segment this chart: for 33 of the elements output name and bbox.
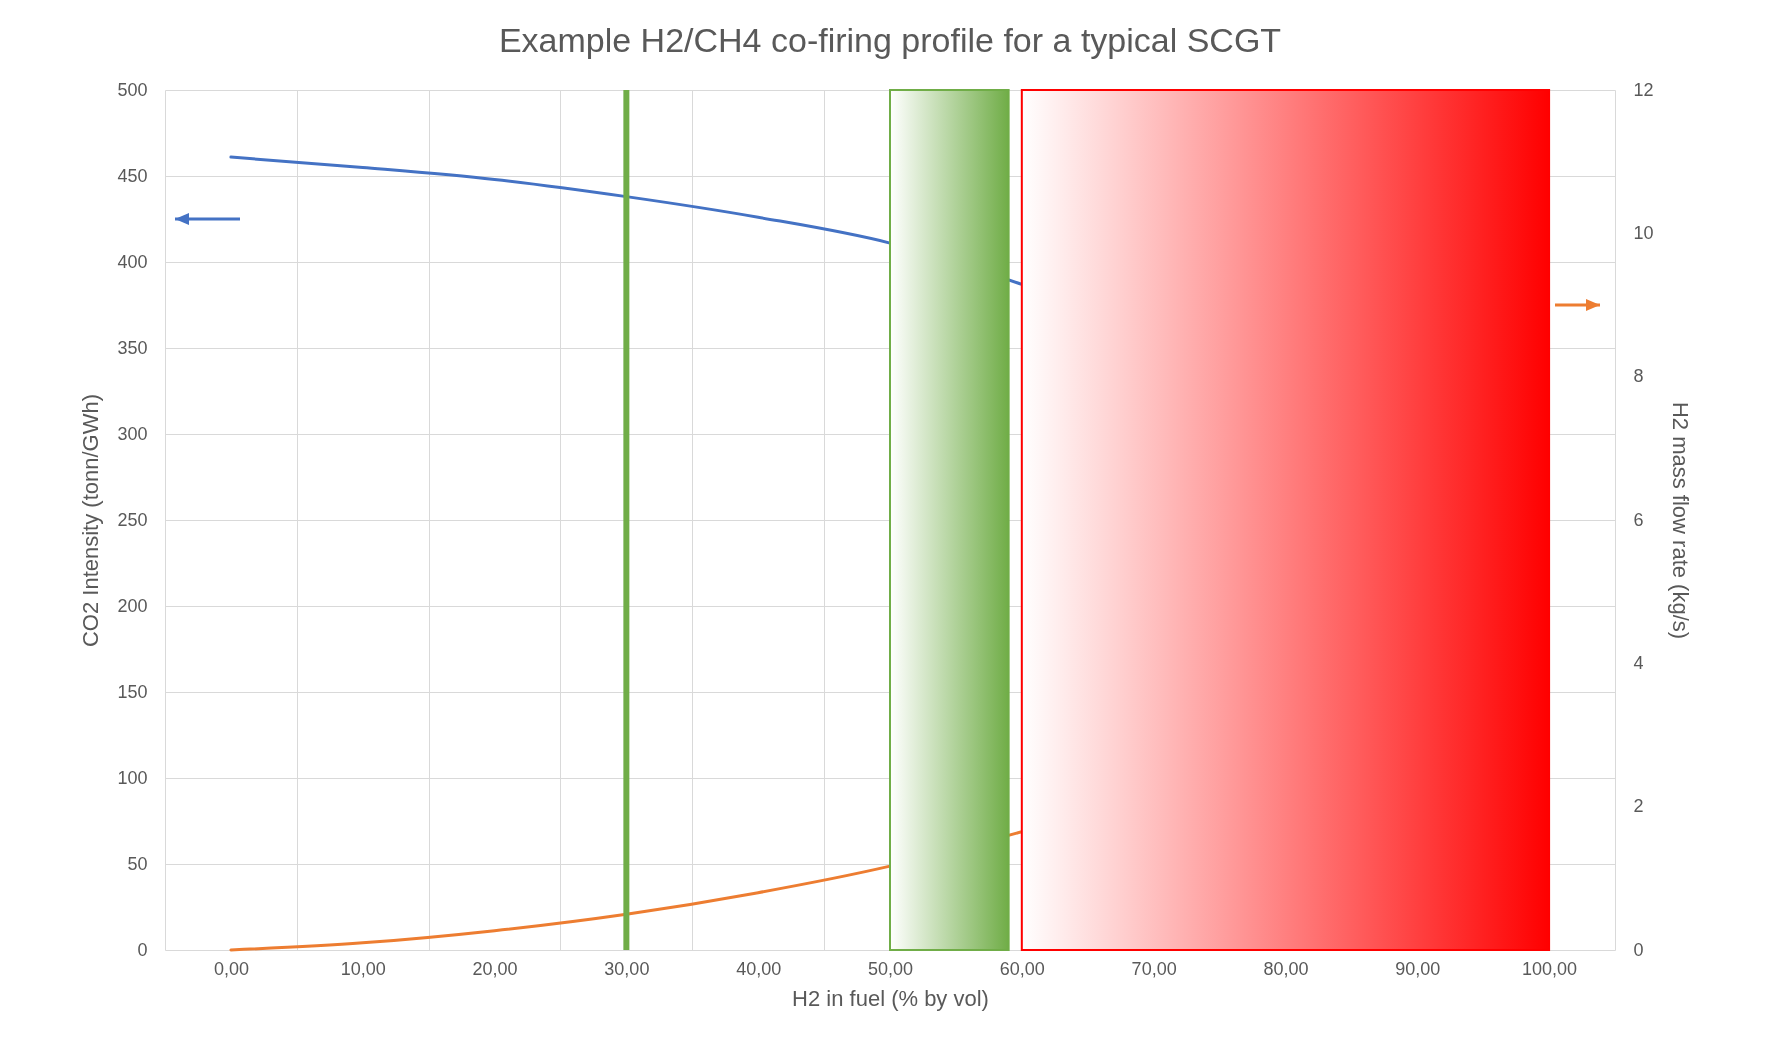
y2-tick-label: 8 [1633,366,1644,387]
y2-tick-label: 12 [1633,79,1654,100]
x-tick-label: 60,00 [999,958,1045,979]
x-tick-label: 80,00 [1263,958,1309,979]
y-tick-label: 250 [117,509,148,530]
x-tick-label: 0,00 [213,958,249,979]
y-tick-label: 150 [117,681,148,702]
x-tick-label: 10,00 [340,958,386,979]
y2-tick-label: 4 [1633,652,1644,673]
x-tick-label: 50,00 [867,958,914,979]
y-tick-label: 350 [117,337,148,358]
y-tick-label: 400 [117,251,148,272]
x-tick-label: 70,00 [1131,958,1177,979]
y-tick-label: 500 [117,79,148,100]
y-axis-title: CO2 Intensity (tonn/GWh) [78,393,104,648]
y2-tick-label: 6 [1633,509,1644,530]
y2-tick-label: 2 [1633,796,1644,817]
y2-tick-label: 10 [1633,222,1654,243]
y2-axis-title: H2 mass flow rate (kg/s) [1667,401,1693,640]
x-tick-label: 100,00 [1522,958,1578,979]
y-tick-label: 200 [117,595,148,616]
y-tick-label: 0 [137,939,148,960]
x-tick-label: 30,00 [604,958,650,979]
x-tick-label: 20,00 [472,958,518,979]
y2-tick-label: 0 [1633,939,1644,960]
y-tick-label: 100 [117,767,148,788]
chart-title: Example H2/CH4 co-firing profile for a typical SCGT [498,21,1282,59]
x-axis-title: H2 in fuel (% by vol) [792,985,989,1011]
y-tick-label: 50 [127,853,148,874]
x-tick-label: 40,00 [736,958,782,979]
y-tick-label: 450 [117,165,148,186]
y-tick-label: 300 [117,423,148,444]
x-tick-label: 90,00 [1395,958,1441,979]
